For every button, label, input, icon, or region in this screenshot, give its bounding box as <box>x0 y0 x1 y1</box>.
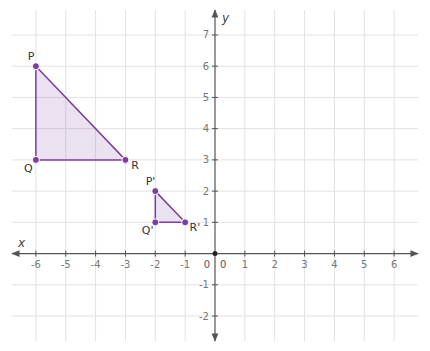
tick <box>364 251 365 257</box>
grid-line <box>274 10 275 341</box>
tick <box>212 316 218 317</box>
vertex-label: Q' <box>142 224 154 237</box>
tick <box>212 191 218 192</box>
grid-line <box>35 10 36 341</box>
grid-line <box>244 10 245 341</box>
vertex-label: R' <box>190 221 201 234</box>
grid-line <box>12 191 418 192</box>
tick <box>65 251 66 257</box>
tick-label: 1 <box>242 259 248 270</box>
vertex-label: R <box>131 159 139 172</box>
grid-line <box>12 316 418 317</box>
grid-line <box>364 10 365 341</box>
grid-line <box>394 10 395 341</box>
tick <box>95 251 96 257</box>
origin-dot <box>213 251 218 256</box>
tick <box>334 251 335 257</box>
tick-label: 6 <box>203 61 209 72</box>
tick-label: -5 <box>61 259 71 270</box>
axis-label: y <box>221 11 230 25</box>
tick <box>185 251 186 257</box>
vertex-label: P' <box>146 175 156 188</box>
grid-line <box>334 10 335 341</box>
tick-label: 6 <box>391 259 397 270</box>
tick-label: -1 <box>180 259 190 270</box>
chart: -6 -5 -4 -3 -2 -1 1 2 3 4 5 6 -2 -1 1 2 3 4 5 6 7 00 x y P Q R P' Q'… <box>0 0 430 351</box>
grid-line <box>12 97 418 98</box>
tick-label: 3 <box>203 154 209 165</box>
y-axis <box>214 254 215 341</box>
tick <box>155 251 156 257</box>
tick <box>212 222 218 223</box>
grid-line <box>12 66 418 67</box>
tick-label: -2 <box>150 259 160 270</box>
tick <box>304 251 305 257</box>
grid <box>12 10 418 341</box>
tick <box>212 128 218 129</box>
tick <box>274 251 275 257</box>
tick <box>212 97 218 98</box>
tick-label: 5 <box>361 259 367 270</box>
vertex <box>32 156 39 163</box>
origin-label: 0 <box>204 259 210 270</box>
tick <box>212 66 218 67</box>
vertex-label: Q <box>24 162 33 175</box>
tick <box>212 159 218 160</box>
tick-label: 1 <box>203 217 209 228</box>
tick <box>35 251 36 257</box>
tick <box>394 251 395 257</box>
vertex-label: P <box>28 50 35 63</box>
vertex-labels: P Q R P' Q' R' <box>24 50 200 237</box>
origin-label: 0 <box>220 259 226 270</box>
tick <box>212 284 218 285</box>
x-axis <box>215 253 418 254</box>
data <box>32 63 188 226</box>
tick <box>212 34 218 35</box>
tick-label: -3 <box>120 259 130 270</box>
grid-line <box>65 10 66 341</box>
vertex <box>152 188 159 195</box>
grid-line <box>185 10 186 341</box>
tick-label: 4 <box>203 123 209 134</box>
vertex <box>122 156 129 163</box>
tick-label: 4 <box>331 259 337 270</box>
tick-label: 2 <box>203 186 209 197</box>
tick <box>125 251 126 257</box>
tick-label: 2 <box>272 259 278 270</box>
tick-label: 5 <box>203 92 209 103</box>
tick <box>244 251 245 257</box>
vertex <box>182 219 189 226</box>
grid-line <box>12 34 418 35</box>
tick-label: 3 <box>301 259 307 270</box>
grid-line <box>12 284 418 285</box>
tick-label: -4 <box>91 259 101 270</box>
grid-line <box>125 10 126 341</box>
tick-label: -2 <box>199 311 209 322</box>
grid-line <box>304 10 305 341</box>
tick-label: -1 <box>199 279 209 290</box>
tick-label: 7 <box>203 29 209 40</box>
y-axis <box>214 10 215 254</box>
triangle <box>155 191 185 222</box>
axes: -6 -5 -4 -3 -2 -1 1 2 3 4 5 6 -2 -1 1 2 3 4 5 6 7 00 <box>12 10 418 341</box>
vertex <box>32 63 39 70</box>
triangle <box>36 66 126 160</box>
grid-line <box>95 10 96 341</box>
x-axis <box>12 253 215 254</box>
tick-label: -6 <box>31 259 41 270</box>
grid-line <box>12 222 418 223</box>
axis-label: x <box>17 236 26 250</box>
